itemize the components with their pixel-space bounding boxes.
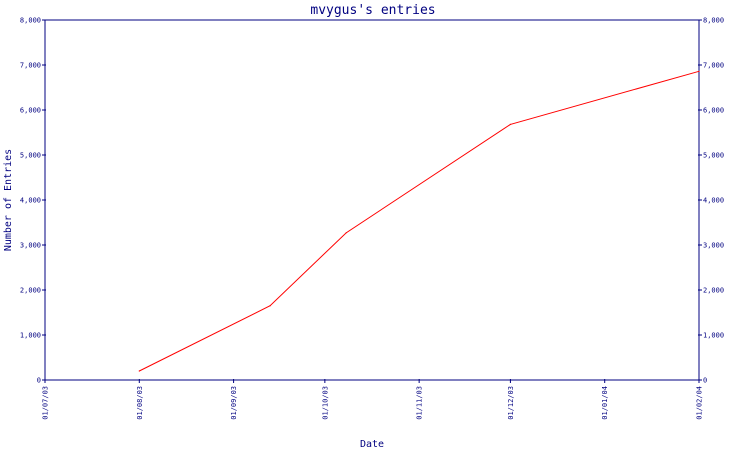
plot-frame bbox=[44, 19, 700, 381]
entries-series-line bbox=[139, 70, 700, 372]
y-tick-label-right: 2,000 bbox=[703, 287, 724, 295]
y-tick-label-right: 6,000 bbox=[703, 107, 724, 115]
data-point bbox=[345, 232, 347, 234]
x-tick-label: 01/02/04 bbox=[696, 386, 704, 420]
x-tick-label: 01/08/03 bbox=[136, 386, 144, 420]
x-tick-label: 01/11/03 bbox=[416, 386, 424, 420]
x-tick-label: 01/07/03 bbox=[42, 386, 50, 420]
series-layer bbox=[138, 70, 700, 372]
x-tick-label: 01/01/04 bbox=[601, 386, 609, 420]
y-tick-label-left: 1,000 bbox=[20, 332, 41, 340]
y-tick-label-left: 4,000 bbox=[20, 197, 41, 205]
data-point bbox=[138, 370, 140, 372]
x-tick-label: 01/12/03 bbox=[507, 386, 515, 420]
y-tick-label-right: 8,000 bbox=[703, 17, 724, 25]
y-axis-label: Number of Entries bbox=[3, 149, 14, 251]
y-tick-label-right: 0 bbox=[703, 377, 707, 385]
data-point bbox=[698, 70, 700, 72]
y-tick-label-left: 5,000 bbox=[20, 152, 41, 160]
chart-title: mvygus's entries bbox=[310, 3, 435, 18]
y-tick-label-right: 3,000 bbox=[703, 242, 724, 250]
y-tick-label-left: 3,000 bbox=[20, 242, 41, 250]
y-tick-label-right: 4,000 bbox=[703, 197, 724, 205]
y-tick-label-left: 8,000 bbox=[20, 17, 41, 25]
data-point bbox=[509, 123, 511, 125]
x-axis-label: Date bbox=[360, 439, 384, 450]
x-tick-label: 01/10/03 bbox=[321, 386, 329, 420]
y-tick-label-left: 6,000 bbox=[20, 107, 41, 115]
x-tick-label: 01/09/03 bbox=[230, 386, 238, 420]
data-point bbox=[269, 305, 271, 307]
y-tick-label-right: 1,000 bbox=[703, 332, 724, 340]
y-tick-label-right: 5,000 bbox=[703, 152, 724, 160]
y-tick-label-left: 7,000 bbox=[20, 62, 41, 70]
y-tick-label-right: 7,000 bbox=[703, 62, 724, 70]
ticks-layer: 0 0 1,000 1,000 2,000 2,000 3,000 3,000 4,000 4,0… bbox=[20, 17, 724, 420]
y-tick-label-left: 0 bbox=[37, 377, 41, 385]
y-tick-label-left: 2,000 bbox=[20, 287, 41, 295]
